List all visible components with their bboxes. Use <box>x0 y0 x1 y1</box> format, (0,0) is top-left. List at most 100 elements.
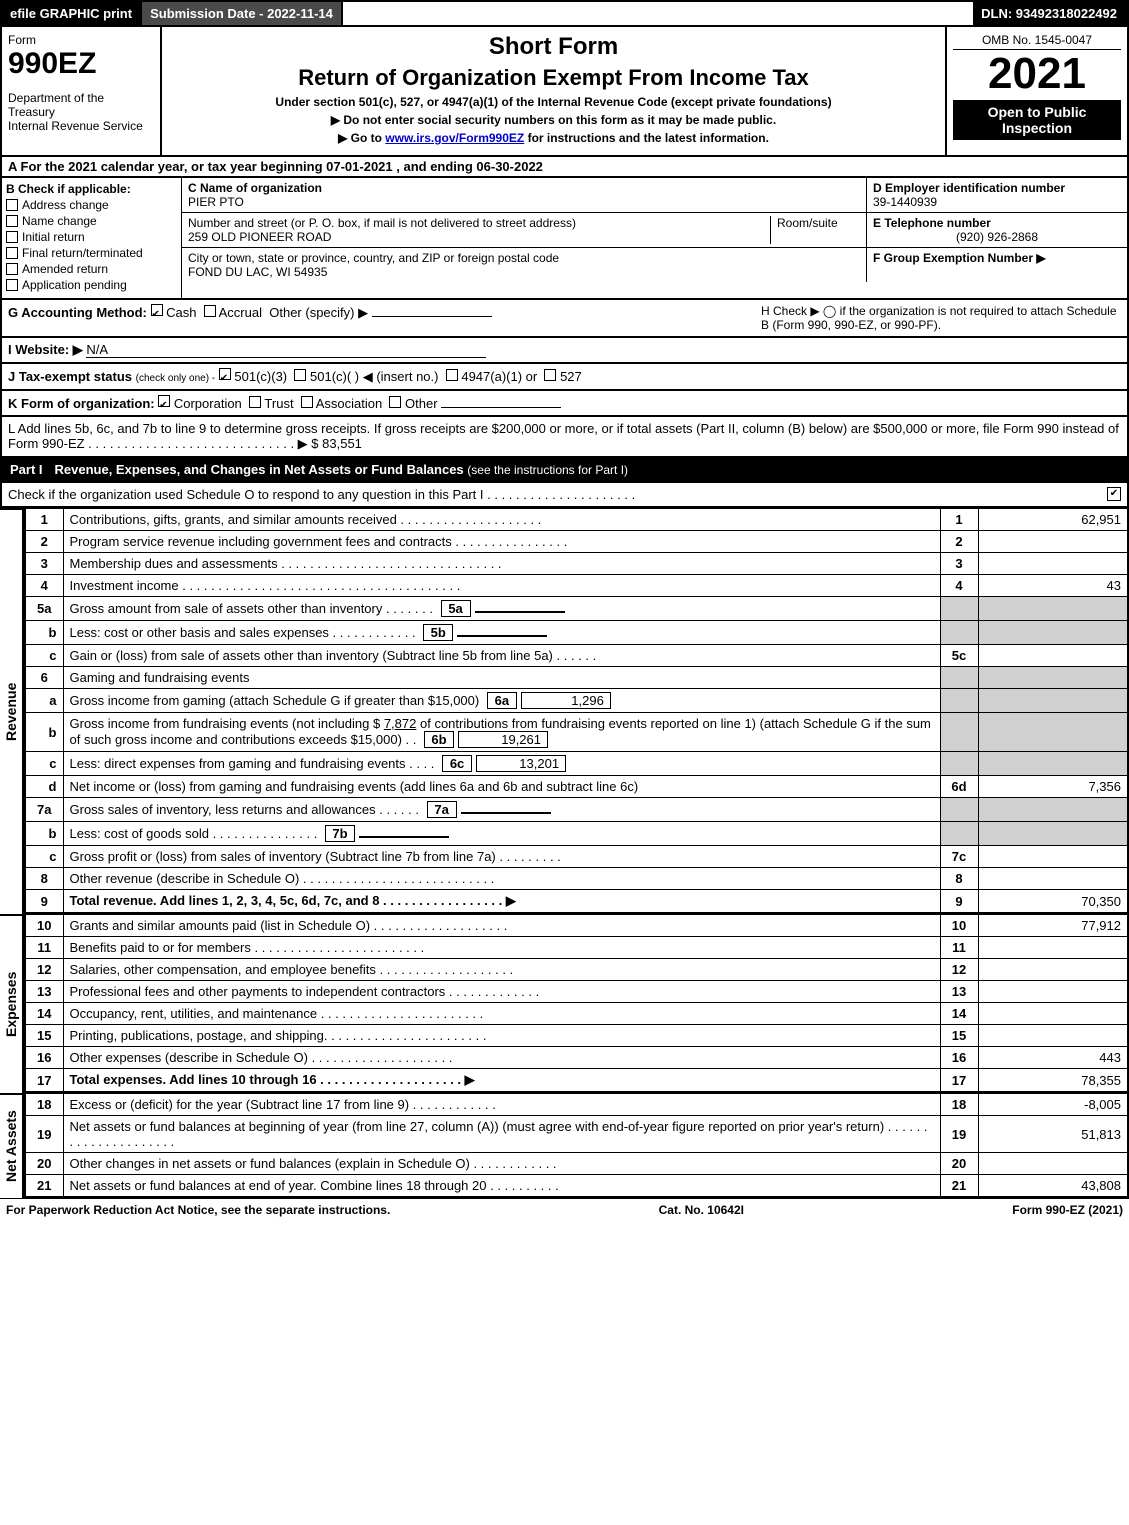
city-value: FOND DU LAC, WI 54935 <box>188 265 860 279</box>
expenses-vlabel: Expenses <box>0 914 24 1093</box>
section-i: I Website: ▶ N/A <box>8 342 1121 358</box>
checkbox-icon <box>6 231 18 243</box>
instructions-link[interactable]: www.irs.gov/Form990EZ <box>385 131 524 145</box>
dln-label: DLN: 93492318022492 <box>973 2 1127 25</box>
part-1-header: Part I Revenue, Expenses, and Changes in… <box>0 458 1129 483</box>
chk-cash[interactable] <box>151 304 163 316</box>
line-5a: 5aGross amount from sale of assets other… <box>25 597 1128 621</box>
line-12: 12Salaries, other compensation, and empl… <box>25 959 1128 981</box>
checkbox-icon <box>6 279 18 291</box>
footer-left: For Paperwork Reduction Act Notice, see … <box>6 1203 390 1217</box>
chk-527[interactable] <box>544 369 556 381</box>
org-name-label: C Name of organization <box>188 181 860 195</box>
line-19: 19Net assets or fund balances at beginni… <box>25 1116 1128 1153</box>
section-h: H Check ▶ ◯ if the organization is not r… <box>761 304 1121 332</box>
line-20: 20Other changes in net assets or fund ba… <box>25 1153 1128 1175</box>
org-name: PIER PTO <box>188 195 860 209</box>
org-info-grid: B Check if applicable: Address change Na… <box>0 178 1129 300</box>
line-7b: bLess: cost of goods sold . . . . . . . … <box>25 822 1128 846</box>
phone-cell: E Telephone number (920) 926-2868 <box>867 213 1127 247</box>
info-block-j: J Tax-exempt status (check only one) - 5… <box>0 364 1129 391</box>
part-1-checkbox[interactable] <box>1107 487 1121 501</box>
chk-initial-return[interactable]: Initial return <box>6 230 177 244</box>
footer-right: Form 990-EZ (2021) <box>1012 1203 1123 1217</box>
instr2-pre: ▶ Go to <box>338 131 385 145</box>
section-l: L Add lines 5b, 6c, and 7b to line 9 to … <box>8 421 1121 452</box>
line-6c: cLess: direct expenses from gaming and f… <box>25 752 1128 776</box>
room-label: Room/suite <box>770 216 860 244</box>
under-section: Under section 501(c), 527, or 4947(a)(1)… <box>168 95 939 109</box>
line-5c: cGain or (loss) from sale of assets othe… <box>25 645 1128 667</box>
line-18: 18Excess or (deficit) for the year (Subt… <box>25 1094 1128 1116</box>
chk-name-change[interactable]: Name change <box>6 214 177 228</box>
street-cell: Number and street (or P. O. box, if mail… <box>182 213 867 247</box>
other-specify-input[interactable] <box>372 316 492 317</box>
line-11: 11Benefits paid to or for members . . . … <box>25 937 1128 959</box>
section-g: G Accounting Method: Cash Accrual Other … <box>8 304 749 332</box>
line-1: 1Contributions, gifts, grants, and simil… <box>25 509 1128 531</box>
chk-501c3[interactable] <box>219 368 231 380</box>
section-b: B Check if applicable: Address change Na… <box>2 178 182 298</box>
revenue-vlabel: Revenue <box>0 508 24 914</box>
line-7a: 7aGross sales of inventory, less returns… <box>25 798 1128 822</box>
chk-final-return[interactable]: Final return/terminated <box>6 246 177 260</box>
street-label: Number and street (or P. O. box, if mail… <box>188 216 770 230</box>
efile-label: efile GRAPHIC print <box>2 2 142 25</box>
org-name-cell: C Name of organization PIER PTO <box>182 178 867 212</box>
top-bar: efile GRAPHIC print Submission Date - 20… <box>0 0 1129 27</box>
other-org-input[interactable] <box>441 407 561 408</box>
instruction-2: ▶ Go to www.irs.gov/Form990EZ for instru… <box>168 131 939 145</box>
city-label: City or town, state or province, country… <box>188 251 860 265</box>
checkbox-icon <box>6 215 18 227</box>
net-assets-vlabel: Net Assets <box>0 1093 24 1198</box>
checkbox-icon <box>6 199 18 211</box>
net-assets-table: 18Excess or (deficit) for the year (Subt… <box>24 1093 1129 1198</box>
info-block-k: K Form of organization: Corporation Trus… <box>0 391 1129 417</box>
section-j: J Tax-exempt status (check only one) - 5… <box>8 368 1121 385</box>
line-16: 16Other expenses (describe in Schedule O… <box>25 1047 1128 1069</box>
line-3: 3Membership dues and assessments . . . .… <box>25 553 1128 575</box>
line-6b: bGross income from fundraising events (n… <box>25 713 1128 752</box>
section-b-title: B Check if applicable: <box>6 182 177 196</box>
return-title: Return of Organization Exempt From Incom… <box>168 65 939 91</box>
gross-receipts-value: 83,551 <box>322 436 362 451</box>
chk-association[interactable] <box>301 396 313 408</box>
part-1-title: Revenue, Expenses, and Changes in Net As… <box>55 462 1119 477</box>
section-k: K Form of organization: Corporation Trus… <box>8 395 1121 411</box>
ein-cell: D Employer identification number 39-1440… <box>867 178 1127 212</box>
info-block-l: L Add lines 5b, 6c, and 7b to line 9 to … <box>0 417 1129 458</box>
chk-4947[interactable] <box>446 369 458 381</box>
chk-501c[interactable] <box>294 369 306 381</box>
expenses-table: 10Grants and similar amounts paid (list … <box>24 914 1129 1093</box>
chk-trust[interactable] <box>249 396 261 408</box>
line-21: 21Net assets or fund balances at end of … <box>25 1175 1128 1198</box>
chk-accrual[interactable] <box>204 305 216 317</box>
expenses-section: Expenses 10Grants and similar amounts pa… <box>0 914 1129 1093</box>
ein-value: 39-1440939 <box>873 195 1121 209</box>
chk-corporation[interactable] <box>158 395 170 407</box>
chk-address-change[interactable]: Address change <box>6 198 177 212</box>
phone-label: E Telephone number <box>873 216 1121 230</box>
instruction-1: ▶ Do not enter social security numbers o… <box>168 113 939 127</box>
line-8: 8Other revenue (describe in Schedule O) … <box>25 868 1128 890</box>
header-center: Short Form Return of Organization Exempt… <box>162 27 947 155</box>
department-label: Department of the Treasury Internal Reve… <box>8 91 154 133</box>
checkbox-icon <box>6 247 18 259</box>
page-footer: For Paperwork Reduction Act Notice, see … <box>0 1198 1129 1221</box>
header-left: Form 990EZ Department of the Treasury In… <box>2 27 162 155</box>
revenue-table: 1Contributions, gifts, grants, and simil… <box>24 508 1129 914</box>
footer-center: Cat. No. 10642I <box>659 1203 744 1217</box>
tax-year: 2021 <box>953 52 1121 96</box>
net-assets-section: Net Assets 18Excess or (deficit) for the… <box>0 1093 1129 1198</box>
line-14: 14Occupancy, rent, utilities, and mainte… <box>25 1003 1128 1025</box>
chk-other[interactable] <box>389 396 401 408</box>
line-4: 4Investment income . . . . . . . . . . .… <box>25 575 1128 597</box>
website-value: N/A <box>86 342 486 358</box>
line-6a: aGross income from gaming (attach Schedu… <box>25 689 1128 713</box>
checkbox-icon <box>6 263 18 275</box>
line-6: 6Gaming and fundraising events <box>25 667 1128 689</box>
chk-application-pending[interactable]: Application pending <box>6 278 177 292</box>
line-9: 9Total revenue. Add lines 1, 2, 3, 4, 5c… <box>25 890 1128 914</box>
chk-amended-return[interactable]: Amended return <box>6 262 177 276</box>
header-right: OMB No. 1545-0047 2021 Open to Public In… <box>947 27 1127 155</box>
